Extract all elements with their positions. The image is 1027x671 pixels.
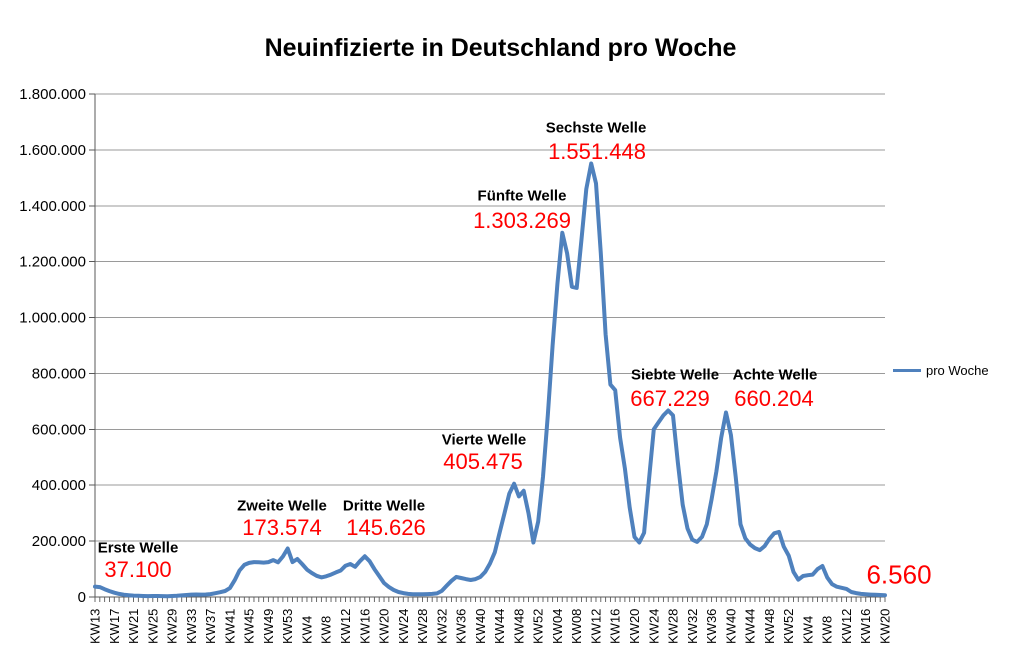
x-axis-label: KW8 — [319, 616, 334, 644]
annotation-wave-label: Dritte Welle — [342, 497, 426, 515]
y-axis-label: 1.600.000 — [19, 142, 86, 159]
x-axis-label: KW12 — [338, 609, 353, 644]
x-axis-label: KW28 — [415, 609, 430, 644]
x-axis-label: KW13 — [88, 609, 103, 644]
x-axis-label: KW33 — [184, 609, 199, 644]
annotation-value: 405.475 — [443, 449, 523, 474]
chart-title: Neuinfizierte in Deutschland pro Woche — [264, 34, 737, 62]
x-axis-label: KW40 — [723, 609, 738, 644]
x-axis-label: KW45 — [242, 609, 257, 644]
x-axis-label: KW4 — [800, 616, 815, 644]
x-axis-label: KW20 — [878, 609, 893, 644]
x-axis-label: KW41 — [222, 609, 237, 644]
legend: pro Woche — [893, 363, 989, 378]
x-axis-label: KW48 — [762, 609, 777, 644]
x-axis-label: KW4 — [299, 616, 314, 644]
legend-line-marker — [893, 369, 921, 372]
y-axis-label: 1.400.000 — [19, 198, 86, 215]
x-axis-label: KW16 — [357, 609, 372, 644]
x-axis-label: KW12 — [839, 609, 854, 644]
x-axis-label: KW24 — [646, 609, 661, 644]
annotation-value: 1.303.269 — [473, 208, 571, 233]
x-axis-label: KW36 — [454, 609, 469, 644]
annotation-value: 6.560 — [866, 559, 932, 590]
series-line-pro-woche — [93, 161, 887, 599]
annotation-wave-label: Vierte Welle — [441, 431, 527, 449]
annotation-value: 667.229 — [630, 386, 710, 411]
annotation-value: 37.100 — [104, 557, 172, 582]
x-axis-label: KW49 — [261, 609, 276, 644]
x-axis-label: KW20 — [627, 609, 642, 644]
legend-label: pro Woche — [926, 363, 989, 378]
x-axis-label: KW48 — [511, 609, 526, 644]
x-axis-label: KW32 — [685, 609, 700, 644]
x-axis-label: KW24 — [396, 609, 411, 644]
x-axis-label: KW37 — [203, 609, 218, 644]
x-axis-label: KW32 — [434, 609, 449, 644]
x-axis-label: KW25 — [145, 609, 160, 644]
annotation-wave-label: Zweite Welle — [237, 497, 327, 515]
y-axis-label: 1.800.000 — [19, 86, 86, 103]
annotation-value: 145.626 — [346, 515, 426, 540]
annotation-wave-label: Achte Welle — [732, 366, 818, 384]
annotation-value: 660.204 — [734, 386, 814, 411]
x-axis-label: KW8 — [820, 616, 835, 644]
annotation-wave-label: Siebte Welle — [630, 366, 720, 384]
y-axis-label: 200.000 — [32, 533, 86, 550]
annotation-value: 1.551.448 — [548, 139, 646, 164]
x-axis-label: KW36 — [704, 609, 719, 644]
annotation-wave-label: Fünfte Welle — [477, 187, 567, 205]
x-axis-label: KW16 — [858, 609, 873, 644]
annotation-value: 173.574 — [242, 515, 322, 540]
annotation-wave-label: Sechste Welle — [545, 119, 647, 137]
y-axis-label: 400.000 — [32, 477, 86, 494]
x-axis-label: KW52 — [781, 609, 796, 644]
x-axis-label: KW12 — [588, 609, 603, 644]
x-axis-label: KW44 — [492, 609, 507, 644]
x-axis-label: KW28 — [666, 609, 681, 644]
x-axis-label: KW52 — [531, 609, 546, 644]
x-axis-label: KW21 — [126, 609, 141, 644]
x-axis-label: KW08 — [569, 609, 584, 644]
y-axis-label: 0 — [78, 589, 86, 606]
y-axis-label: 1.200.000 — [19, 254, 86, 271]
x-axis-label: KW53 — [280, 609, 295, 644]
x-axis-label: KW29 — [165, 609, 180, 644]
x-axis-label: KW40 — [473, 609, 488, 644]
y-axis-label: 800.000 — [32, 365, 86, 382]
x-axis-label: KW04 — [550, 609, 565, 644]
x-axis-label: KW44 — [743, 609, 758, 644]
y-axis-label: 1.000.000 — [19, 310, 86, 327]
x-axis-label: KW16 — [608, 609, 623, 644]
x-axis-label: KW17 — [107, 609, 122, 644]
x-axis-label: KW20 — [377, 609, 392, 644]
annotation-wave-label: Erste Welle — [97, 539, 179, 557]
y-axis-label: 600.000 — [32, 421, 86, 438]
